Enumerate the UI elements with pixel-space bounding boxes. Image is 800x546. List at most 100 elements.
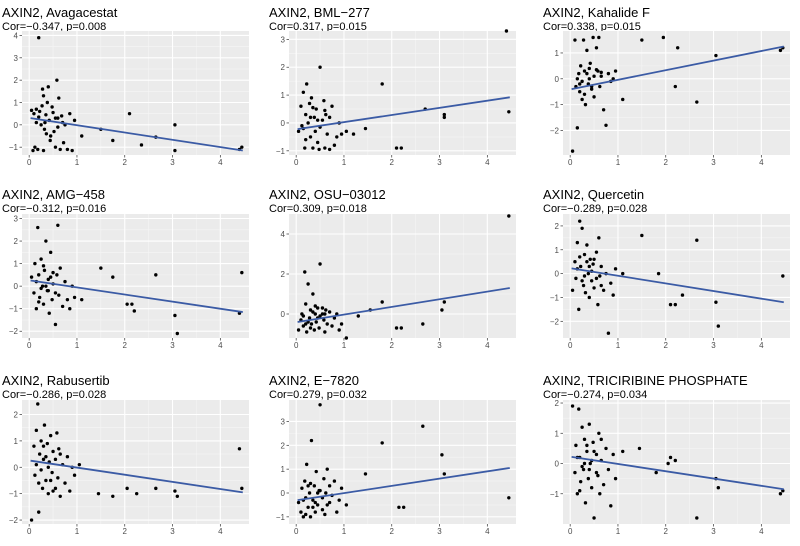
data-point: [68, 111, 72, 116]
data-point: [401, 505, 406, 510]
data-point: [680, 293, 685, 297]
data-point: [327, 115, 332, 120]
data-point: [58, 147, 62, 152]
data-point: [577, 71, 581, 76]
x-tick-label: 2: [390, 158, 395, 167]
regression-line: [571, 267, 784, 304]
data-point: [46, 491, 50, 496]
data-point: [68, 306, 72, 311]
x-tick-label: 0: [27, 527, 32, 536]
x-tick-label: 4: [759, 158, 764, 167]
data-point: [34, 462, 39, 467]
data-point: [308, 135, 313, 139]
data-point: [311, 505, 315, 510]
data-point: [578, 264, 583, 269]
panel-subtitle: Cor=−0.347, p=0.008: [2, 21, 106, 33]
data-point: [70, 148, 74, 153]
y-tick-label: 1: [555, 246, 560, 255]
data-point: [394, 326, 399, 330]
data-point: [304, 462, 309, 467]
data-point: [394, 146, 399, 150]
y-tick-label: 0: [281, 489, 286, 498]
data-point: [80, 297, 84, 302]
data-point: [591, 35, 595, 40]
data-point: [55, 273, 59, 277]
data-point: [325, 503, 329, 507]
data-point: [303, 146, 307, 150]
data-point: [599, 437, 603, 442]
data-point: [606, 331, 611, 335]
data-point: [39, 257, 43, 261]
data-point: [323, 146, 327, 150]
data-point: [296, 129, 301, 134]
data-point: [307, 491, 312, 495]
data-point: [611, 293, 615, 297]
data-point: [37, 109, 42, 114]
data-point: [173, 123, 177, 127]
data-point: [578, 479, 583, 484]
data-point: [111, 138, 115, 143]
data-point: [130, 302, 134, 306]
data-point: [442, 112, 447, 117]
data-point: [588, 257, 592, 262]
data-point: [311, 498, 315, 502]
y-tick-label: 1: [14, 260, 19, 269]
data-point: [778, 492, 783, 496]
panel-title: AXIN2, TRICIRIBINE PHOSPHATE: [543, 373, 748, 388]
data-point: [580, 464, 584, 469]
data-point: [594, 250, 599, 254]
data-point: [58, 266, 62, 270]
data-point: [442, 300, 447, 304]
data-point: [37, 36, 41, 40]
data-point: [312, 115, 317, 120]
y-tick-label: 1: [555, 49, 560, 58]
data-point: [315, 491, 320, 495]
y-tick-label: 2: [555, 222, 560, 231]
data-point: [96, 491, 101, 496]
data-point: [597, 431, 601, 435]
data-point: [80, 134, 84, 138]
data-point: [599, 264, 603, 269]
regression-line: [571, 45, 784, 91]
data-point: [597, 35, 601, 40]
data-point: [314, 107, 318, 111]
data-point: [311, 292, 315, 296]
y-tick-label: 3: [14, 54, 19, 63]
data-point: [609, 281, 613, 285]
data-point: [44, 239, 48, 243]
data-point: [139, 143, 144, 147]
data-point: [582, 437, 587, 442]
data-point: [37, 510, 41, 514]
data-point: [594, 68, 599, 72]
data-point: [41, 264, 46, 268]
data-point: [53, 145, 58, 149]
data-point: [330, 324, 334, 328]
data-point: [581, 38, 586, 42]
data-point: [320, 118, 325, 122]
panel-title: AXIN2, Rabusertib: [2, 373, 110, 388]
data-point: [337, 328, 341, 332]
data-point: [29, 275, 34, 279]
data-point: [173, 313, 177, 318]
regression-line: [297, 96, 510, 130]
data-point: [68, 489, 72, 493]
data-point: [53, 486, 58, 491]
y-tick-label: −1: [550, 490, 560, 499]
x-tick-label: 2: [390, 341, 395, 350]
data-point: [582, 69, 587, 73]
data-point: [55, 78, 59, 82]
data-point: [134, 491, 139, 496]
data-point: [300, 124, 304, 128]
data-point: [339, 486, 344, 490]
data-point: [440, 308, 444, 312]
data-point: [318, 65, 322, 69]
data-point: [599, 74, 603, 78]
data-point: [56, 125, 60, 129]
y-tick-label: 1: [281, 91, 286, 100]
panel-subtitle: Cor=−0.289, p=0.028: [543, 203, 647, 215]
x-tick-label: 3: [170, 158, 175, 167]
data-point: [57, 447, 61, 451]
data-point: [32, 291, 36, 295]
